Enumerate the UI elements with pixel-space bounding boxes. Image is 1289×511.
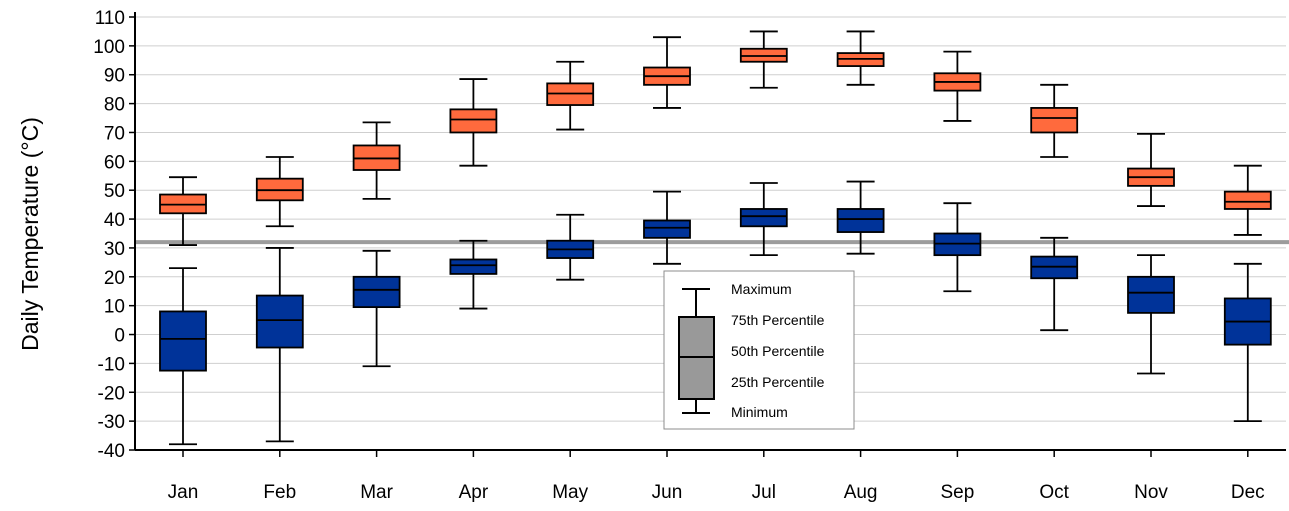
x-tick-label: Nov [1134,482,1168,503]
box-mar-series-2 [352,249,401,368]
box-dec-series-2 [1223,262,1272,423]
box-aug-series-1 [836,30,885,86]
y-tick-label: 90 [104,66,125,87]
y-tick-label: 40 [104,210,125,231]
y-tick-label: 50 [104,181,125,202]
box-mar-series-1 [352,121,401,200]
legend-label-50th-percentile: 50th Percentile [731,343,825,359]
iqr-box [449,258,498,275]
box-sep-series-1 [933,50,982,122]
box-aug-series-2 [836,180,885,255]
x-tick-label: Dec [1231,482,1265,503]
legend-label-maximum: Maximum [731,281,792,297]
box-series [159,30,1272,446]
iqr-box [836,208,885,233]
legend: Maximum 75th Percentile 50th Percentile … [663,270,855,430]
y-tick-label: -10 [98,354,125,375]
x-tick-label: Aug [844,482,878,503]
axes: Daily Temperature (°C) [17,12,1286,451]
x-tick-label: Mar [360,482,393,503]
y-tick-label: 70 [104,123,125,144]
box-jan-series-1 [159,176,207,246]
x-tick-label: May [552,482,588,503]
box-jun-series-2 [643,190,691,265]
iqr-box [449,108,498,134]
y-tick-label: 110 [95,8,125,29]
box-sep-series-2 [933,202,982,293]
box-nov-series-1 [1127,133,1175,207]
iqr-box [739,208,788,228]
box-oct-series-1 [1030,83,1079,158]
box-feb-series-1 [255,156,304,228]
y-tick-label: -30 [98,412,125,433]
iqr-box [159,310,207,372]
iqr-box [255,294,304,349]
iqr-box [1223,190,1272,210]
x-tick-label: Oct [1039,482,1069,503]
iqr-box [643,219,691,239]
x-tick-label: Apr [459,482,489,503]
legend-label-25th-percentile: 25th Percentile [731,374,825,390]
y-tick-label: 80 [104,95,125,116]
legend-label-75th-percentile: 75th Percentile [731,312,825,328]
y-tick-label: 100 [93,37,125,58]
y-tick-label: 10 [104,297,125,318]
box-oct-series-2 [1030,236,1079,332]
box-may-series-2 [546,213,595,281]
box-jul-series-1 [739,30,788,89]
iqr-box [352,275,401,309]
box-jul-series-2 [739,182,788,257]
iqr-box [1127,275,1175,314]
box-dec-series-1 [1223,164,1272,236]
box-nov-series-2 [1127,254,1175,375]
x-tick-label: Feb [263,482,296,503]
y-tick-label: 20 [104,268,125,289]
y-tick-label: 60 [104,152,125,173]
box-may-series-1 [546,60,595,131]
box-jan-series-2 [159,267,207,446]
legend-label-minimum: Minimum [731,404,788,420]
y-tick-label: -40 [98,441,125,462]
x-tick-label: Jan [168,482,199,503]
y-axis-label: Daily Temperature (°C) [17,117,43,351]
iqr-box [1030,107,1079,134]
y-tick-label: 0 [114,326,125,347]
box-apr-series-1 [449,78,498,167]
x-tick-labels: Jan Feb Mar Apr May Jun Jul Aug Sep Oct Nov Dec [168,450,1265,503]
y-tick-label: 30 [104,239,125,260]
box-feb-series-2 [255,247,304,443]
y-tick-label: -20 [98,383,125,404]
box-apr-series-2 [449,239,498,310]
box-jun-series-1 [643,36,691,109]
x-tick-label: Sep [940,482,974,503]
x-tick-label: Jun [652,482,683,503]
x-tick-label: Jul [752,482,776,503]
